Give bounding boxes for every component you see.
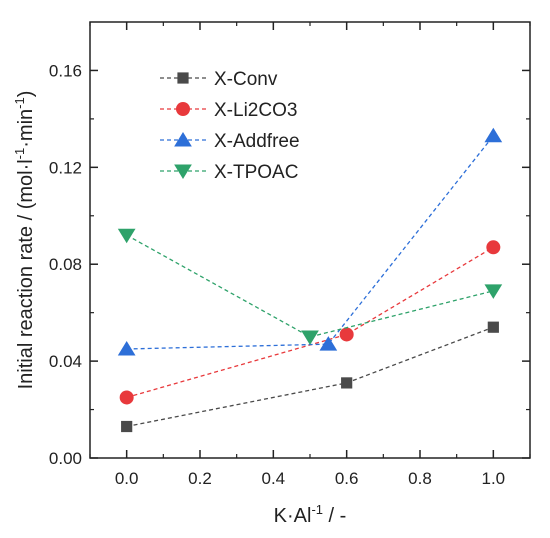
series-group: [117, 127, 503, 433]
y-tick-label: 0.16: [49, 61, 82, 80]
x-tick-label: 0.6: [335, 469, 359, 488]
label-part: -1: [311, 502, 323, 517]
x-axis-label: K·Al-1 / -: [274, 502, 347, 527]
label-part: ·min: [15, 109, 37, 148]
x-tick-label: 1.0: [482, 469, 506, 488]
label-part: / -: [323, 505, 346, 527]
data-point-x-tpoac: [301, 330, 319, 345]
legend-label-x-tpoac: X-TPOAC: [214, 162, 298, 183]
x-tick-label: 0.0: [115, 469, 139, 488]
x-tick-label: 0.2: [188, 469, 212, 488]
data-point-x-li2co3: [339, 327, 354, 342]
x-tick-label: 0.4: [262, 469, 286, 488]
data-point-x-tpoac: [484, 284, 503, 299]
y-tick-label: 0.12: [49, 158, 82, 177]
series-line-x-tpoac: [126, 234, 494, 338]
label-part: -1: [12, 97, 27, 109]
x-axis: 0.0 0.2 0.4 0.6 0.8 1.0: [89, 22, 531, 488]
legend-label-x-conv: X-Conv: [214, 69, 278, 90]
data-point-x-conv: [487, 321, 499, 333]
data-point-x-tpoac: [117, 228, 136, 244]
label-part: K·Al: [274, 505, 312, 527]
label-part: ): [15, 91, 37, 98]
y-axis: 0.00 0.04 0.08 0.12 0.16: [49, 61, 530, 468]
y-tick-label: 0.00: [49, 449, 82, 468]
legend-marker-x-li2co3: [176, 102, 190, 116]
y-axis-label: Initial reaction rate / (mol·l-1·min-1): [12, 91, 37, 390]
legend-label-x-li2co3: X-Li2CO3: [214, 100, 297, 121]
data-point-x-li2co3: [486, 240, 501, 255]
legend-label-x-addfree: X-Addfree: [214, 131, 300, 152]
data-point-x-addfree: [319, 336, 338, 351]
y-tick-label: 0.04: [49, 352, 82, 371]
data-point-x-conv: [121, 420, 133, 433]
x-tick-label: 0.8: [408, 469, 432, 488]
plot-frame: [89, 21, 531, 459]
legend: X-Conv X-Li2CO3 X-Addfree X-TPOAC: [160, 69, 300, 183]
data-point-x-conv: [341, 377, 353, 389]
data-point-x-li2co3: [119, 390, 134, 405]
label-part: Initial reaction rate / (mol·l: [15, 159, 37, 389]
legend-marker-x-tpoac: [174, 164, 192, 180]
data-point-x-addfree: [117, 340, 136, 356]
y-tick-label: 0.08: [49, 255, 82, 274]
label-part: -1: [12, 148, 27, 160]
data-point-x-addfree: [484, 127, 503, 143]
series-line-x-li2co3: [126, 246, 494, 399]
series-line-x-addfree: [126, 135, 494, 350]
legend-marker-x-conv: [177, 72, 189, 84]
legend-marker-x-addfree: [174, 131, 192, 147]
